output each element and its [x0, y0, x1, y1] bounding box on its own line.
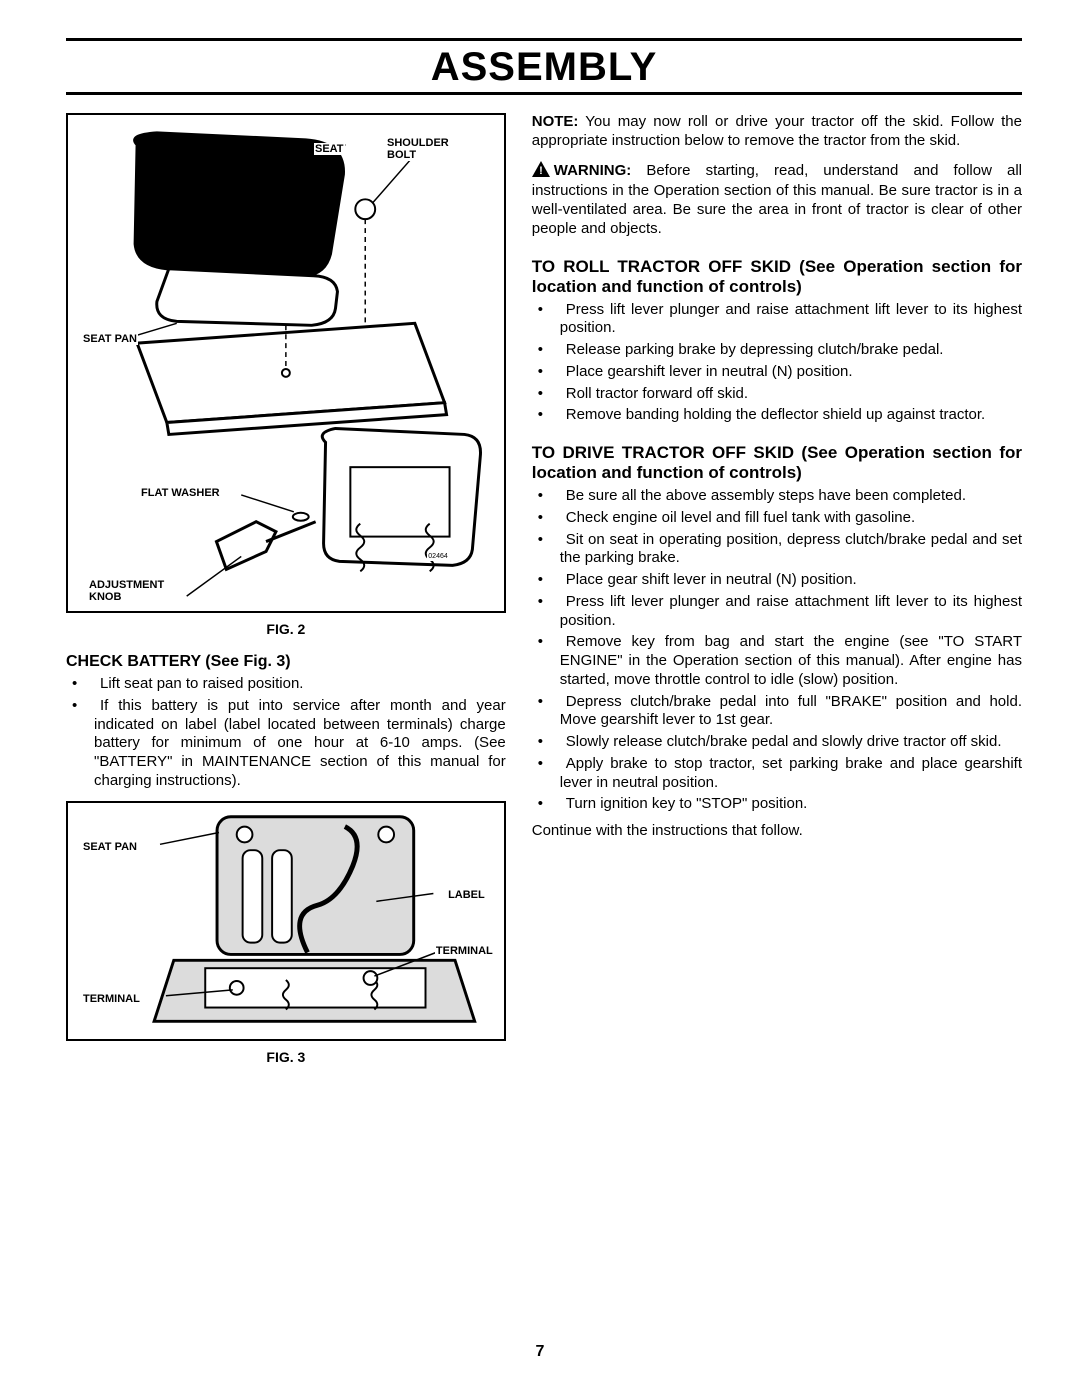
list-item: Roll tractor forward off skid.: [532, 385, 1022, 404]
continue-text: Continue with the instructions that foll…: [532, 822, 1022, 841]
warning-icon: !: [532, 161, 550, 183]
list-item: Turn ignition key to "STOP" position.: [532, 795, 1022, 814]
list-item: Slowly release clutch/brake pedal and sl…: [532, 733, 1022, 752]
list-item: Press lift lever plunger and raise attac…: [532, 301, 1022, 339]
list-item: If this battery is put into service afte…: [66, 697, 506, 791]
page-title: ASSEMBLY: [66, 45, 1022, 90]
drive-off-heading: TO DRIVE TRACTOR OFF SKID (See Operation…: [532, 443, 1022, 483]
list-item: Lift seat pan to raised position.: [66, 675, 506, 694]
fig2-part-number: 02464: [427, 553, 448, 561]
figure-3: SEAT PAN LABEL TERMINAL TERMINAL: [66, 801, 506, 1041]
list-item: Apply brake to stop tractor, set parking…: [532, 755, 1022, 793]
fig3-label-terminal-left: TERMINAL: [82, 993, 141, 1005]
note-prefix: NOTE:: [532, 113, 579, 130]
fig3-label-terminal-right: TERMINAL: [435, 945, 494, 957]
top-rule: [66, 38, 1022, 41]
list-item: Depress clutch/brake pedal into full "BR…: [532, 693, 1022, 731]
check-battery-heading: CHECK BATTERY (See Fig. 3): [66, 653, 506, 671]
warning-prefix: WARNING:: [554, 162, 632, 179]
roll-off-list: Press lift lever plunger and raise attac…: [532, 301, 1022, 426]
figure-2-caption: FIG. 2: [66, 621, 506, 637]
check-battery-list: Lift seat pan to raised position. If thi…: [66, 675, 506, 791]
figure-3-caption: FIG. 3: [66, 1049, 506, 1065]
note-paragraph: NOTE: You may now roll or drive your tra…: [532, 113, 1022, 151]
list-item: Place gearshift lever in neutral (N) pos…: [532, 363, 1022, 382]
list-item: Place gear shift lever in neutral (N) po…: [532, 571, 1022, 590]
svg-text:!: !: [539, 165, 543, 177]
fig2-label-seat-pan: SEAT PAN: [82, 333, 138, 345]
list-item: Press lift lever plunger and raise attac…: [532, 593, 1022, 631]
list-item: Remove key from bag and start the engine…: [532, 633, 1022, 689]
page-frame: ASSEMBLY: [66, 38, 1022, 1317]
fig2-label-shoulder-bolt: SHOULDER BOLT: [386, 137, 450, 161]
drive-off-list: Be sure all the above assembly steps hav…: [532, 487, 1022, 814]
roll-off-heading: TO ROLL TRACTOR OFF SKID (See Operation …: [532, 257, 1022, 297]
figure-2: SEAT SHOULDER BOLT SEAT PAN FLAT WASHER …: [66, 113, 506, 613]
list-item: Check engine oil level and fill fuel tan…: [532, 509, 1022, 528]
warning-paragraph: ! WARNING: Before starting, read, unders…: [532, 161, 1022, 239]
left-column: SEAT SHOULDER BOLT SEAT PAN FLAT WASHER …: [66, 113, 506, 1065]
list-item: Release parking brake by depressing clut…: [532, 341, 1022, 360]
fig2-label-seat: SEAT: [314, 143, 345, 155]
note-text: You may now roll or drive your tractor o…: [532, 113, 1022, 149]
list-item: Remove banding holding the deflector shi…: [532, 406, 1022, 425]
figure-2-lineart: [68, 115, 504, 611]
fig3-label-label: LABEL: [447, 889, 486, 901]
title-underline: [66, 92, 1022, 95]
two-column-layout: SEAT SHOULDER BOLT SEAT PAN FLAT WASHER …: [66, 113, 1022, 1065]
list-item: Be sure all the above assembly steps hav…: [532, 487, 1022, 506]
fig3-label-seat-pan: SEAT PAN: [82, 841, 138, 853]
list-item: Sit on seat in operating position, depre…: [532, 531, 1022, 569]
page-number: 7: [0, 1343, 1080, 1361]
fig2-label-flat-washer: FLAT WASHER: [140, 487, 221, 499]
right-column: NOTE: You may now roll or drive your tra…: [532, 113, 1022, 1065]
fig2-label-adjustment-knob: ADJUSTMENT KNOB: [88, 579, 165, 603]
